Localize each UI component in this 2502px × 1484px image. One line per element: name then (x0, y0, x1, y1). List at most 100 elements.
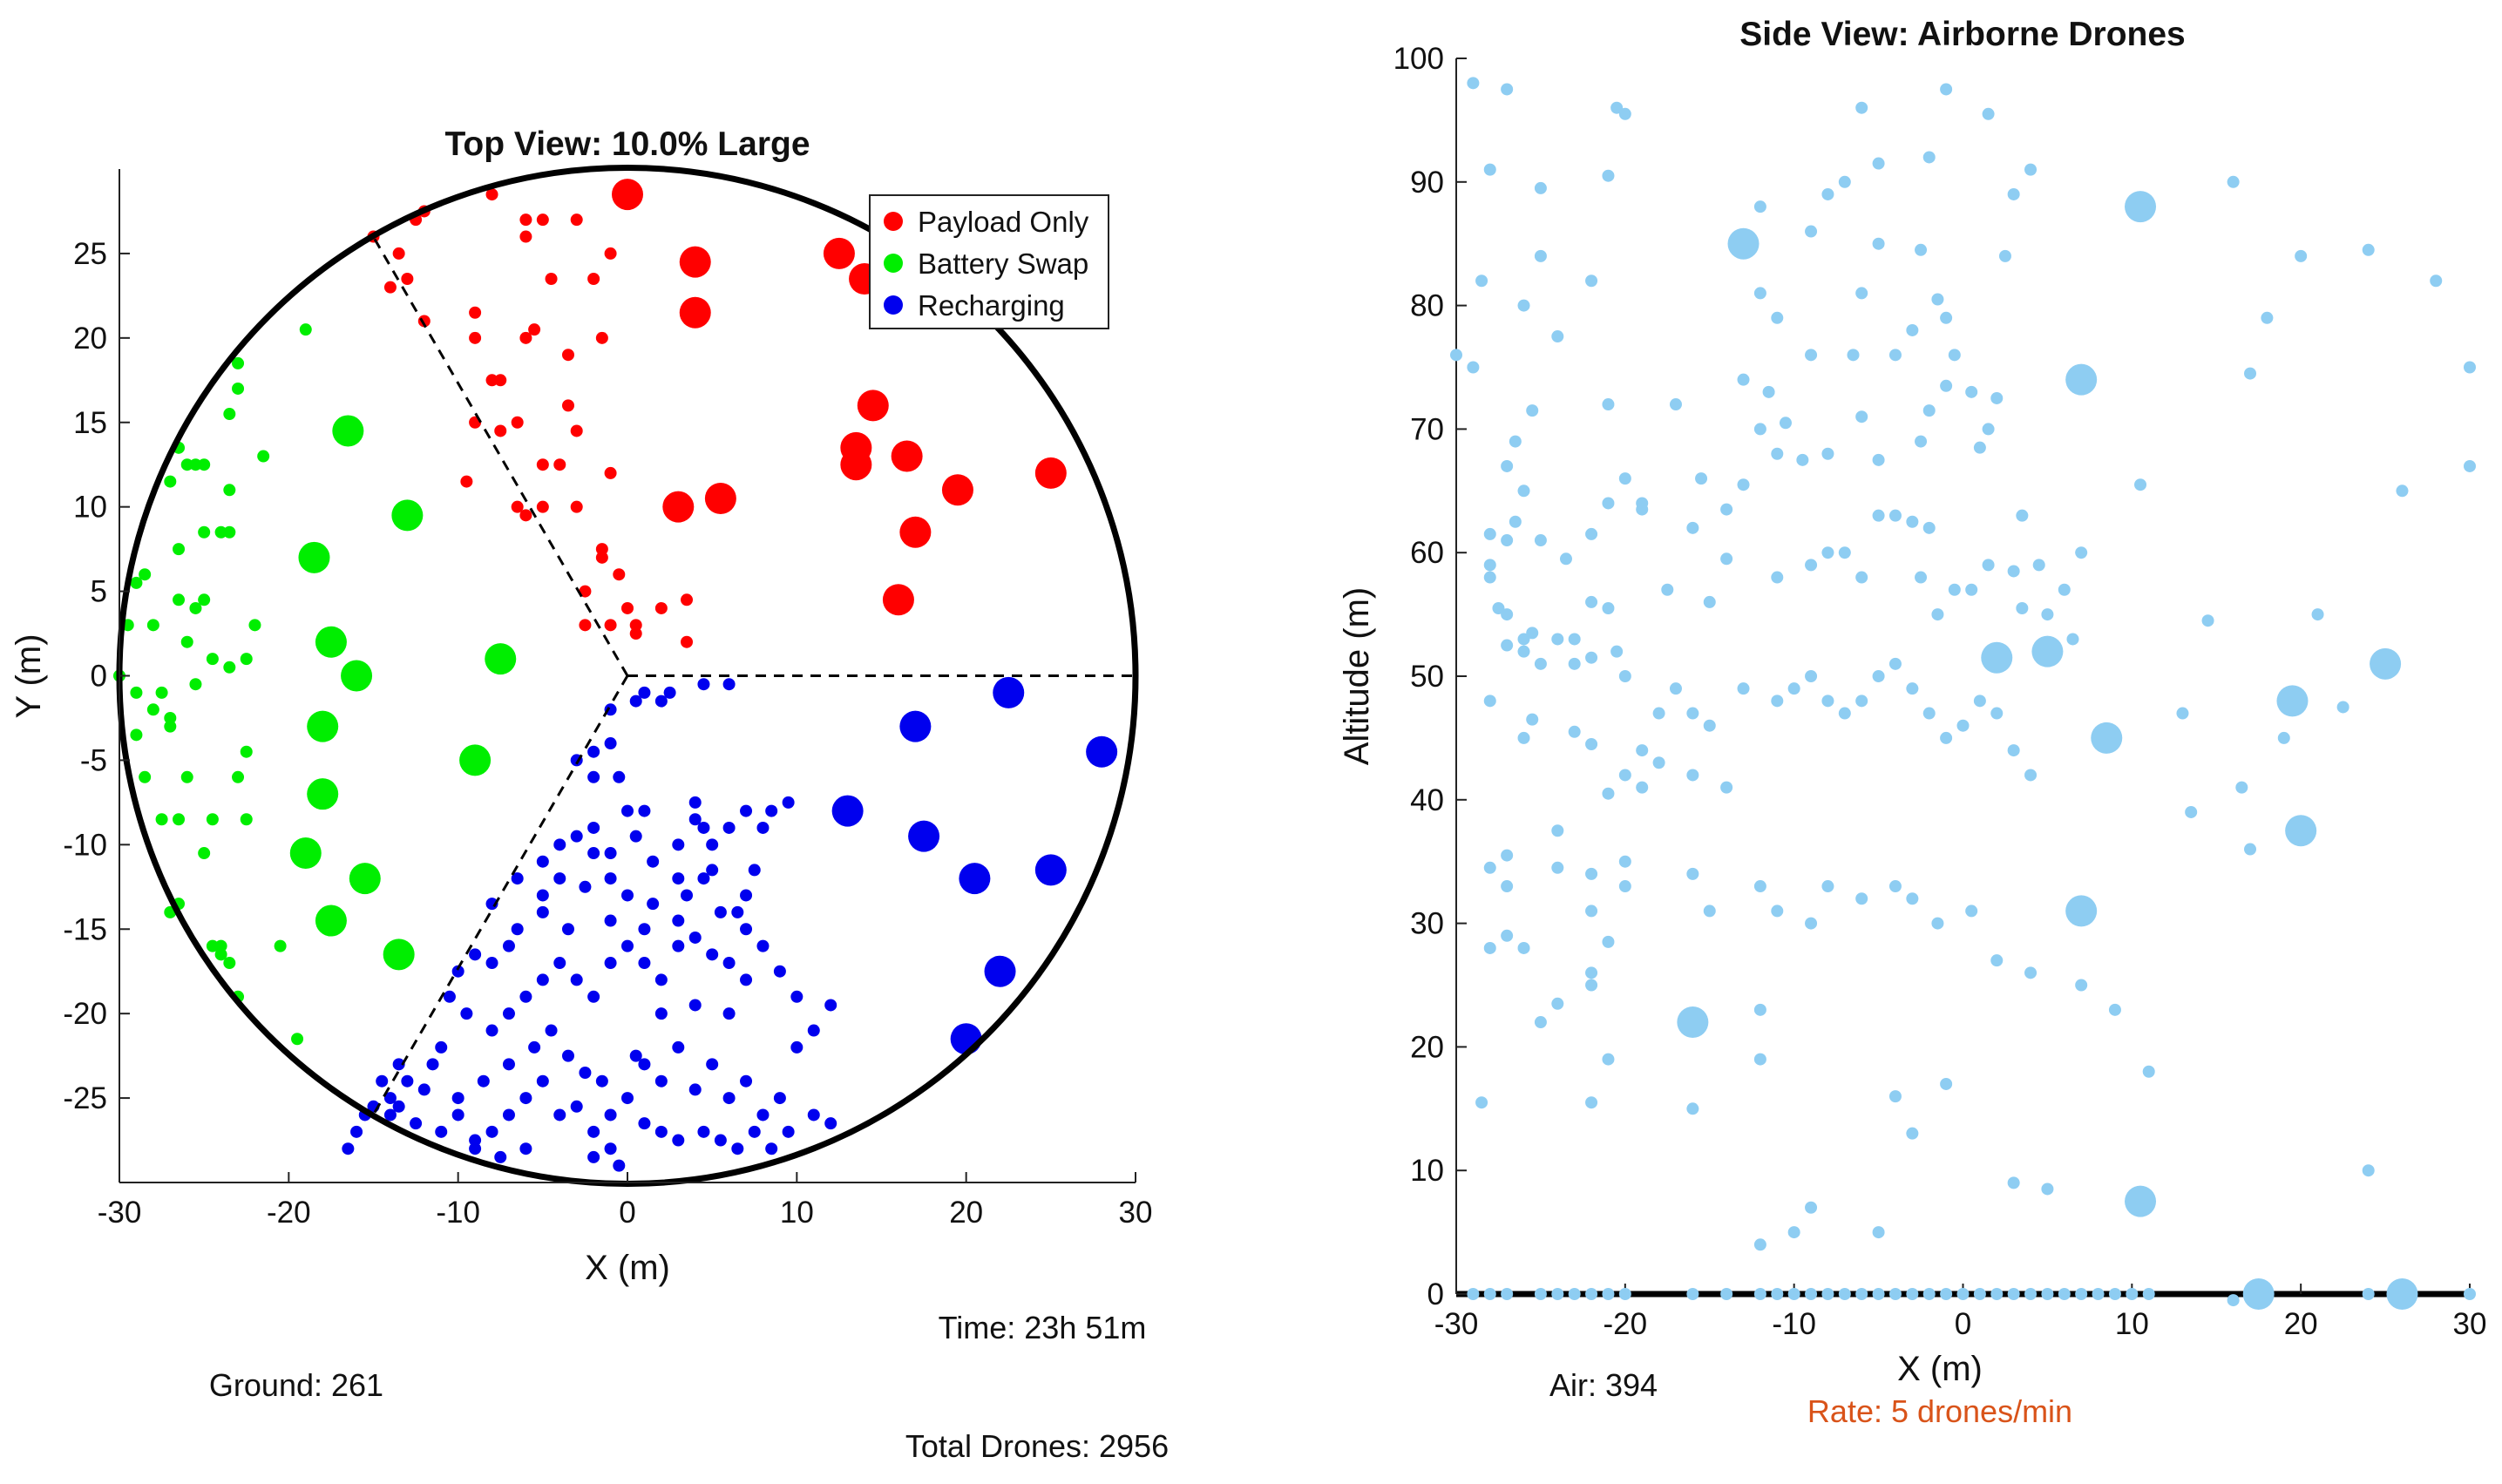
recharging-small-point (790, 990, 803, 1003)
recharging-small-point (621, 804, 634, 817)
airborne-large-point (2031, 635, 2064, 667)
recharging-small-point (621, 1092, 634, 1105)
payload-only-small-point (536, 458, 549, 471)
recharging-small-point (604, 957, 617, 970)
recharging-small-point (579, 880, 592, 893)
airborne-small-point (1805, 559, 1818, 572)
payload-only-large-point (662, 491, 695, 523)
ground-count: Ground: 261 (209, 1367, 383, 1403)
airborne-small-point (1855, 101, 1868, 114)
side-y-tick-label: 20 (1410, 1030, 1444, 1064)
top-x-tick-label: -10 (436, 1196, 480, 1230)
airborne-small-point (1501, 608, 1514, 621)
recharging-small-point (570, 1100, 583, 1113)
side-y-tick-label: 10 (1410, 1154, 1444, 1188)
top-x-tick-label: -20 (267, 1196, 311, 1230)
payload-only-small-point (681, 593, 694, 606)
airborne-small-point (1821, 1288, 1834, 1300)
airborne-small-point (2007, 1176, 2020, 1189)
battery-swap-small-point (291, 1033, 304, 1046)
recharging-small-point (663, 686, 676, 699)
payload-only-large-point (1034, 457, 1067, 489)
recharging-small-point (654, 1074, 668, 1088)
recharging-small-point (731, 905, 744, 918)
airborne-small-point (1610, 645, 1624, 658)
airborne-small-point (1568, 1288, 1581, 1300)
recharging-small-point (604, 847, 617, 860)
recharging-small-point (654, 1007, 668, 1020)
recharging-large-point (908, 820, 940, 852)
battery-swap-small-point (198, 593, 211, 606)
airborne-small-point (1492, 602, 1505, 615)
legend-box (869, 194, 1109, 329)
airborne-small-point (1509, 435, 1522, 448)
airborne-small-point (1526, 627, 1539, 640)
recharging-small-point (629, 695, 642, 708)
recharging-small-point (638, 1058, 651, 1071)
airborne-small-point (2362, 1288, 2375, 1300)
battery-swap-small-point (299, 323, 312, 336)
airborne-small-point (1838, 175, 1851, 188)
recharging-small-point (595, 1074, 608, 1088)
airborne-small-point (2058, 1288, 2071, 1300)
recharging-small-point (638, 804, 651, 817)
recharging-small-point (528, 1040, 541, 1054)
airborne-small-point (1551, 1288, 1564, 1300)
recharging-small-point (706, 864, 719, 877)
recharging-small-point (722, 821, 736, 834)
recharging-small-point (824, 999, 837, 1012)
airborne-small-point (1602, 935, 1615, 948)
airborne-small-point (1948, 349, 1961, 362)
recharging-small-point (401, 1074, 414, 1088)
top-view-panel: Top View: 10.0% Large -30 -20 -10 0 10 20 30 -2… (10, 125, 1152, 1287)
airborne-small-point (1534, 1288, 1547, 1300)
payload-only-small-point (629, 619, 642, 632)
battery-swap-small-point (214, 948, 227, 961)
airborne-small-point (1872, 237, 1885, 250)
recharging-small-point (604, 914, 617, 927)
payload-only-large-point (857, 390, 889, 422)
airborne-small-point (1888, 509, 1902, 522)
airborne-small-point (1585, 1096, 1598, 1109)
airborne-small-point (1686, 707, 1699, 720)
airborne-small-point (1585, 274, 1598, 288)
airborne-large-point (2065, 363, 2098, 396)
airborne-small-point (1618, 670, 1631, 682)
side-y-tick-label: 50 (1410, 660, 1444, 694)
recharging-small-point (740, 804, 753, 817)
airborne-small-point (1847, 349, 1860, 362)
recharging-small-point (638, 957, 651, 970)
recharging-small-point (383, 1108, 397, 1121)
airborne-small-point (1965, 385, 1978, 398)
airborne-small-point (1534, 534, 1547, 547)
airborne-small-point (1602, 602, 1615, 615)
recharging-small-point (561, 1049, 574, 1062)
airborne-small-point (1585, 905, 1598, 918)
payload-only-small-point (570, 213, 583, 227)
airborne-large-point (1981, 641, 2013, 674)
airborne-small-point (1940, 1077, 1953, 1090)
battery-swap-small-point (240, 813, 253, 826)
recharging-small-point (790, 1040, 803, 1054)
battery-swap-small-point (164, 475, 177, 488)
legend-marker-battery (884, 254, 903, 273)
recharging-small-point (722, 1092, 736, 1105)
payload-only-small-point (383, 281, 397, 294)
top-y-tick-label: 20 (73, 322, 107, 356)
airborne-small-point (1610, 101, 1624, 114)
top-view-title: Top View: 10.0% Large (444, 125, 810, 163)
airborne-small-point (1982, 423, 1995, 436)
airborne-small-point (2277, 731, 2290, 744)
airborne-small-point (1501, 849, 1514, 862)
airborne-small-point (1585, 527, 1598, 540)
payload-only-small-point (595, 551, 608, 564)
airborne-small-point (2066, 633, 2079, 646)
airborne-small-point (1753, 1288, 1766, 1300)
top-view-points (113, 179, 1118, 1172)
battery-swap-large-point (383, 939, 415, 971)
airborne-small-point (1940, 379, 1953, 392)
top-view-ylabel: Y (m) (10, 634, 48, 718)
airborne-small-point (1753, 1238, 1766, 1251)
recharging-large-point (1034, 854, 1067, 886)
